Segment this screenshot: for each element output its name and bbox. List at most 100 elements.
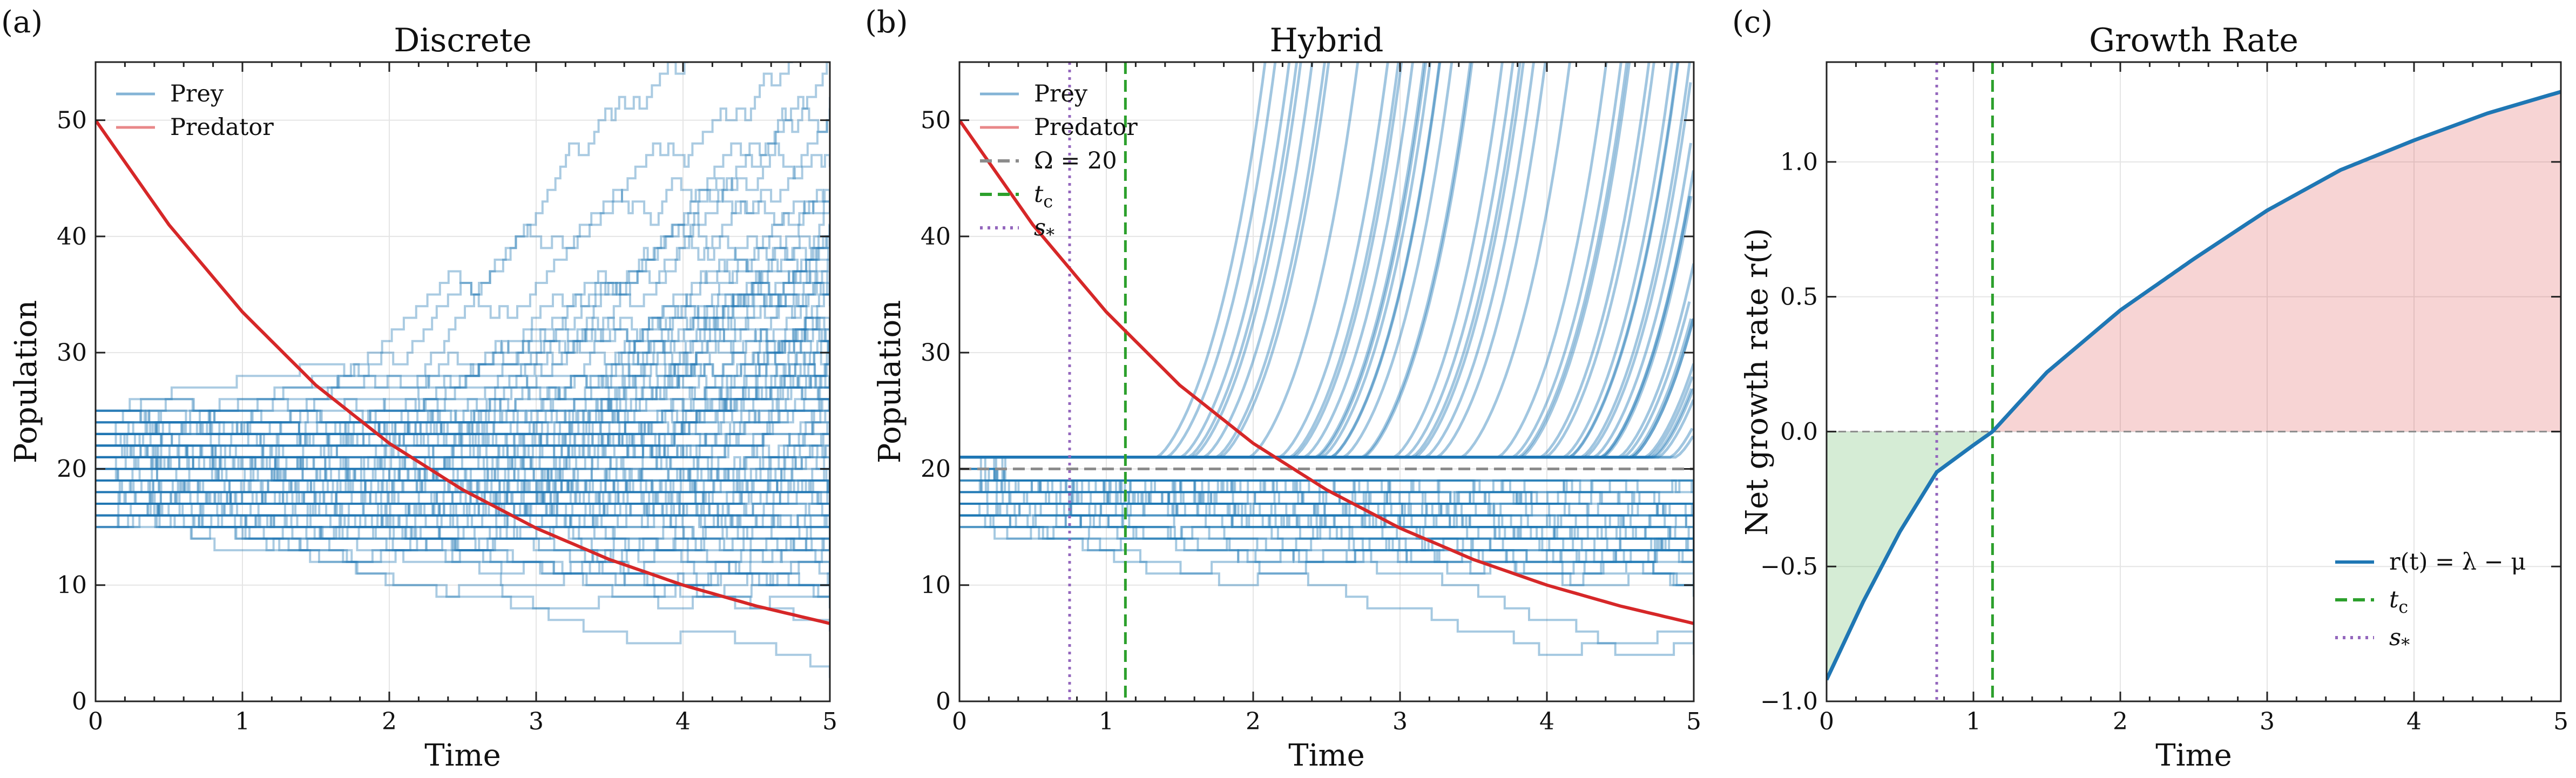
prey-trajectory-deterministic [959, 62, 1432, 459]
prey-trajectory-stochastic [959, 468, 1694, 551]
prey-trajectory [96, 376, 830, 540]
prey-trajectory [96, 328, 830, 458]
prey-trajectory-deterministic [959, 62, 1400, 459]
prey-trajectory [96, 225, 830, 435]
y-tick-label: −0.5 [1760, 553, 1818, 580]
x-tick-label: 5 [1686, 708, 1701, 735]
prey-trajectory-deterministic [959, 399, 1694, 459]
prey-trajectory [96, 491, 830, 608]
y-tick-label: 0.0 [1780, 418, 1818, 445]
x-tick-label: 2 [1246, 708, 1261, 735]
prey-trajectory-deterministic [959, 62, 1302, 459]
panel-label: (b) [865, 5, 908, 40]
prey-trajectory-stochastic [959, 491, 1694, 540]
prey-trajectory-stochastic [959, 479, 1694, 529]
prey-trajectory [96, 293, 830, 517]
prey-trajectory-stochastic [959, 503, 1694, 563]
y-tick-label: 10 [921, 572, 951, 599]
prey-trajectory [96, 282, 830, 529]
prey-trajectory [96, 236, 830, 447]
prey-trajectory [96, 479, 830, 632]
prey-trajectory-deterministic [959, 62, 1472, 459]
prey-trajectory [96, 444, 830, 529]
prey-trajectory-stochastic [959, 491, 1694, 563]
prey-trajectory-deterministic [959, 62, 1679, 459]
prey-trajectory-stochastic [959, 479, 1694, 517]
prey-trajectory-deterministic [959, 62, 1473, 459]
prey-trajectory-stochastic [959, 468, 1694, 516]
y-tick-label: 0 [936, 688, 951, 715]
prey-trajectory-deterministic [959, 318, 1693, 459]
legend-label: Prey [1034, 80, 1088, 107]
y-tick-label: 0.5 [1780, 283, 1818, 311]
y-tick-label: 40 [57, 223, 87, 251]
prey-trajectory-deterministic [959, 62, 1326, 459]
prey-trajectory [96, 444, 830, 552]
prey-trajectory-stochastic [959, 456, 1694, 527]
prey-trajectory [96, 224, 830, 505]
x-tick-label: 0 [1819, 708, 1834, 735]
prey-trajectory [96, 316, 830, 540]
prey-trajectory-deterministic [959, 195, 1691, 459]
prey-trajectory-deterministic [959, 62, 1628, 459]
prey-trajectory-deterministic [959, 62, 1442, 459]
prey-trajectory-deterministic [959, 62, 1680, 459]
prey-trajectory-stochastic [959, 479, 1694, 529]
prey-trajectory [96, 444, 830, 529]
prey-trajectory [96, 363, 830, 435]
prey-trajectory-stochastic [959, 514, 1694, 586]
prey-trajectory-stochastic [959, 479, 1694, 540]
prey-trajectory [96, 503, 830, 575]
prey-trajectory-deterministic [959, 170, 1694, 459]
prey-trajectory-deterministic [959, 263, 1694, 459]
predator-line [959, 119, 1694, 625]
prey-trajectory [96, 421, 830, 529]
prey-trajectory-deterministic [959, 62, 1428, 459]
prey-trajectory [96, 142, 830, 470]
y-tick-label: −1.0 [1760, 688, 1818, 715]
prey-trajectory [96, 491, 830, 529]
prey-trajectory [96, 328, 830, 470]
prey-trajectory-stochastic [959, 491, 1694, 656]
prey-trajectory-stochastic [959, 479, 1694, 551]
prey-trajectory [96, 283, 830, 424]
y-tick-label: 30 [57, 339, 87, 367]
panel-2: 0 1 2 3 4 5 −1.0 −0.5 0.0 0.5 1.0 Growth Rate Time Ne… [1732, 5, 2568, 773]
legend: Prey Predator Ω = 20 tcs* [980, 80, 1138, 245]
plot-frame [1825, 61, 2562, 702]
prey-trajectory [96, 503, 830, 574]
prey-trajectory-deterministic [959, 62, 1299, 459]
legend-label: Predator [170, 114, 274, 141]
prey-trajectory [96, 316, 830, 540]
x-tick-label: 2 [382, 708, 397, 735]
prey-trajectory-deterministic [959, 143, 1692, 459]
prey-trajectory-deterministic [959, 62, 1571, 459]
prey-trajectory [96, 456, 830, 540]
prey-trajectory [96, 421, 830, 505]
prey-trajectory [96, 398, 830, 493]
prey-trajectory [96, 224, 830, 435]
prey-trajectory [96, 96, 830, 435]
plot-frame [958, 61, 1695, 702]
prey-trajectory-stochastic [959, 456, 1694, 563]
prey-trajectory-deterministic [959, 62, 1655, 459]
prey-trajectory [96, 444, 830, 551]
prey-trajectory [96, 468, 830, 598]
prey-trajectory [96, 305, 830, 529]
prey-trajectory [96, 188, 830, 447]
prey-trajectory-deterministic [959, 62, 1622, 459]
prey-trajectory-deterministic [959, 62, 1674, 459]
prey-trajectory [96, 409, 830, 458]
prey-trajectory-deterministic [959, 435, 1694, 459]
prey-trajectory-stochastic [959, 479, 1694, 562]
x-tick-label: 0 [952, 708, 967, 735]
x-tick-label: 3 [1392, 708, 1408, 735]
prey-trajectory [96, 503, 830, 598]
prey-trajectory-stochastic [959, 491, 1694, 563]
prey-trajectory [96, 421, 830, 517]
prey-trajectory-deterministic [959, 62, 1360, 459]
x-tick-label: 3 [529, 708, 544, 735]
legend: r(t) = λ − μ tc s* [2335, 549, 2526, 655]
prey-trajectory-deterministic [959, 195, 1693, 459]
prey-trajectory [96, 329, 830, 493]
